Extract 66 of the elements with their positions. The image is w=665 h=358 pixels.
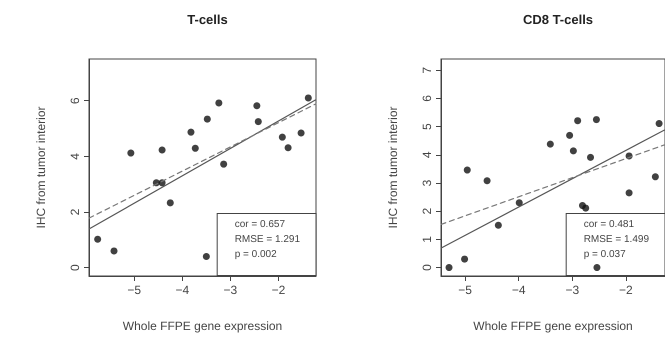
y-tick-label: 7 — [420, 66, 434, 74]
point — [446, 264, 453, 272]
point — [127, 150, 134, 157]
point — [626, 189, 633, 196]
x-tick-label: −5 — [458, 283, 472, 297]
y-tick-label: 2 — [68, 208, 82, 216]
point — [516, 199, 523, 206]
point — [494, 222, 502, 229]
x-tick-label: −3 — [565, 283, 580, 297]
point — [220, 160, 228, 168]
point — [570, 147, 577, 154]
y-tick-label: 2 — [420, 208, 434, 215]
x-tick-label: −5 — [127, 283, 142, 297]
point — [574, 117, 582, 124]
point — [298, 130, 305, 136]
y-tick-label: 0 — [68, 264, 82, 271]
point — [304, 94, 312, 102]
x-tick-label: −4 — [512, 283, 526, 297]
chart-title: CD8 T-cells — [522, 12, 594, 27]
point — [592, 116, 600, 124]
point — [484, 177, 491, 184]
point — [656, 120, 663, 128]
point — [582, 204, 590, 212]
annotation: p = 0.037 — [584, 249, 626, 260]
y-tick-label: 0 — [420, 264, 434, 271]
point — [464, 166, 471, 174]
point — [215, 99, 222, 106]
y-axis-title: IHC from tumor interior — [386, 106, 400, 229]
point — [284, 144, 292, 152]
x-axis-title: Whole FFPE gene expression — [122, 319, 282, 333]
x-axis-title: Whole FFPE gene expression — [473, 319, 633, 333]
annotation: p = 0.002 — [234, 249, 278, 260]
y-tick-label: 3 — [420, 179, 434, 186]
x-tick-label: −2 — [619, 283, 634, 297]
annotation: cor = 0.481 — [584, 219, 634, 230]
point — [110, 247, 118, 254]
x-tick-label: −3 — [224, 283, 238, 297]
point — [652, 173, 659, 180]
chart-title: T-cells — [187, 12, 228, 27]
point — [204, 116, 211, 123]
point — [253, 102, 260, 110]
annotation: cor = 0.657 — [234, 219, 286, 230]
y-tick-label: 5 — [420, 122, 434, 130]
point — [166, 199, 174, 206]
annotation: RMSE = 1.499 — [584, 234, 650, 245]
point — [94, 236, 102, 243]
point — [461, 256, 468, 263]
y-tick-label: 6 — [420, 94, 434, 102]
point — [593, 264, 600, 272]
annotation: RMSE = 1.291 — [234, 234, 300, 245]
point — [566, 132, 574, 139]
point — [202, 253, 210, 260]
x-tick-label: −4 — [175, 283, 190, 297]
point — [546, 140, 554, 148]
x-tick-label: −2 — [272, 283, 286, 297]
y-axis-title: IHC from tumor interior — [34, 106, 48, 229]
point — [254, 118, 262, 126]
point — [587, 154, 594, 161]
y-tick-label: 6 — [68, 97, 82, 104]
point — [192, 144, 199, 152]
y-tick-label: 4 — [420, 151, 434, 158]
point — [158, 146, 166, 154]
y-tick-label: 4 — [68, 152, 82, 160]
point — [278, 134, 286, 141]
point — [187, 128, 194, 136]
y-tick-label: 1 — [420, 236, 434, 243]
